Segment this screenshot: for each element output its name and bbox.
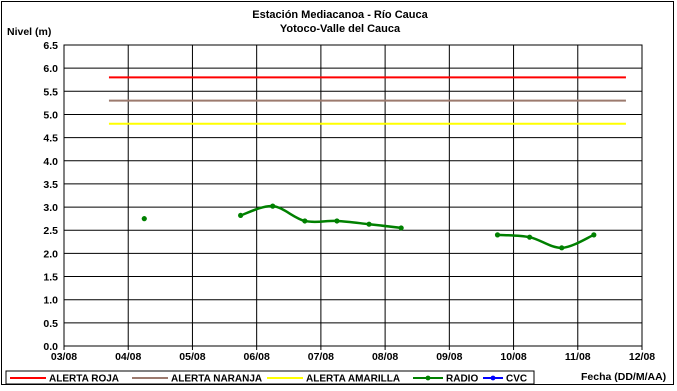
legend-label: ALERTA NARANJA [171, 374, 262, 385]
y-tick-label: 0.5 [43, 318, 58, 330]
legend-label: ALERTA ROJA [49, 374, 119, 385]
x-tick-label: 03/08 [51, 351, 77, 363]
series-point [366, 221, 372, 227]
x-tick-label: 12/08 [629, 351, 655, 363]
y-tick-labels: 0.0 0.5 1.0 1.5 2.0 2.5 3.0 3.5 4.0 4.5 5.0 5.5 6.0 6… [43, 40, 58, 353]
x-axis-label: Fecha (DD/M/AA) [581, 371, 666, 383]
series-point [559, 245, 565, 251]
y-tick-label: 3.0 [43, 202, 58, 214]
y-tick-label: 1.5 [43, 272, 58, 284]
series-point [270, 203, 276, 209]
x-tick-label: 06/08 [244, 351, 270, 363]
series-line [240, 204, 402, 230]
plot-area-border [63, 44, 643, 347]
series-point [141, 216, 147, 222]
x-tick-label: 08/08 [372, 351, 398, 363]
grid-layer [63, 44, 643, 350]
series-point [494, 232, 501, 238]
y-tick-label: 1.0 [43, 295, 58, 307]
series-line [497, 233, 595, 250]
legend-marker [490, 375, 496, 381]
x-tick-label: 10/08 [500, 351, 526, 363]
y-tick-label: 2.5 [43, 225, 58, 237]
series-point [527, 234, 533, 240]
chart-title: Estación Mediacanoa - Río Cauca [252, 9, 428, 21]
y-tick-label: 4.5 [43, 133, 58, 145]
y-tick-label: 5.0 [43, 109, 58, 121]
x-tick-label: 09/08 [436, 351, 462, 363]
x-tick-labels: 03/08 04/08 05/08 06/08 07/08 08/08 09/08 10/08… [51, 351, 655, 363]
y-tick-label: 6.5 [43, 40, 58, 52]
series-point [238, 212, 244, 219]
legend-label: RADIO [446, 374, 478, 385]
chart-subtitle: Yotoco-Valle del Cauca [280, 23, 401, 35]
y-tick-label: 4.0 [43, 156, 58, 168]
legend-label: ALERTA AMARILLA [306, 374, 400, 385]
threshold-lines [108, 76, 626, 125]
chart-frame: Estación Mediacanoa - Río Cauca Yotoco-V… [1, 1, 674, 385]
series-point [334, 218, 340, 224]
y-tick-label: 3.5 [43, 179, 58, 191]
legend-label: CVC [506, 374, 527, 385]
x-tick-label: 05/08 [179, 351, 205, 363]
series-lines [141, 203, 597, 251]
y-tick-label: 0.0 [43, 341, 58, 353]
x-tick-label: 04/08 [115, 351, 141, 363]
series-point [398, 225, 404, 231]
x-tick-label: 11/08 [565, 351, 591, 363]
y-axis-label: Nivel (m) [7, 26, 51, 38]
chart-svg: Estación Mediacanoa - Río Cauca Yotoco-V… [5, 9, 666, 385]
y-tick-label: 6.0 [43, 63, 58, 75]
y-tick-label: 2.0 [43, 248, 58, 260]
y-tick-label: 5.5 [43, 86, 58, 98]
x-tick-label: 07/08 [308, 351, 334, 363]
series-point [302, 218, 308, 224]
legend: ALERTA ROJA ALERTA NARANJA ALERTA AMARILLA… [5, 370, 535, 385]
series-point [591, 232, 597, 238]
legend-marker [425, 375, 431, 381]
